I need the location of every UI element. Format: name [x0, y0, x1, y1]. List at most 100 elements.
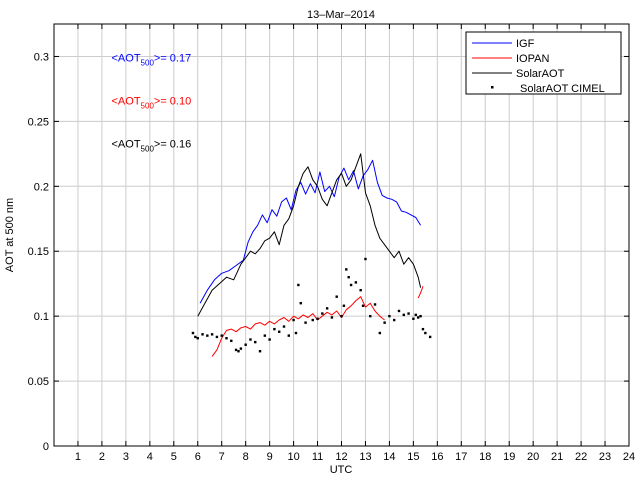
series-point-solaraot-cimel	[342, 304, 346, 307]
legend: IGF IOPAN SolarAOT SolarAOT CIMEL	[465, 31, 622, 95]
legend-box	[465, 31, 622, 95]
x-tick-label: 7	[219, 451, 225, 463]
series-point-solaraot-cimel	[244, 343, 247, 346]
series-point-solaraot-cimel	[364, 257, 367, 261]
y-tick-label: 0.2	[34, 181, 49, 193]
series-point-solaraot-cimel	[304, 321, 307, 324]
series-point-solaraot-cimel	[292, 318, 295, 322]
annotation-part: >= 0.10	[154, 96, 191, 108]
series-point-solaraot-cimel	[419, 314, 422, 318]
aot-mean-annotation: <AOT500>= 0.17	[112, 53, 192, 68]
series-point-solaraot-cimel	[416, 316, 420, 319]
series-point-solaraot-cimel	[330, 316, 334, 319]
series-point-solaraot-cimel	[237, 350, 240, 353]
x-tick-label: 2	[99, 451, 105, 463]
x-tick-label: 21	[551, 451, 563, 463]
x-tick-label: 6	[195, 451, 201, 463]
series-point-solaraot-cimel	[378, 331, 382, 335]
x-tick-label: 15	[407, 451, 419, 463]
legend-label-cimel: SolarAOT CIMEL	[520, 83, 605, 95]
series-point-solaraot-cimel	[412, 317, 415, 320]
series-point-solaraot-cimel	[201, 333, 204, 336]
series-point-solaraot-cimel	[407, 312, 410, 315]
legend-label-solaraot: SolarAOT	[516, 68, 565, 80]
annotations: <AOT500>= 0.17<AOT500>= 0.10<AOT500>= 0.…	[112, 53, 192, 154]
y-tick-label: 0	[43, 441, 49, 453]
series-layer	[191, 153, 432, 357]
series-point-solaraot-cimel	[220, 334, 223, 337]
x-tick-label: 12	[335, 451, 347, 463]
series-point-solaraot-cimel	[194, 335, 197, 339]
annotation-part: <AOT	[112, 138, 141, 150]
series-point-solaraot-cimel	[393, 318, 396, 322]
x-tick-label: 17	[455, 451, 467, 463]
annotation-part: 500	[141, 144, 155, 153]
x-tick-label: 10	[287, 451, 299, 463]
series-point-solaraot-cimel	[340, 314, 343, 318]
series-line-solaraot	[197, 153, 422, 317]
series-point-solaraot-cimel	[383, 321, 386, 324]
series-point-solaraot-cimel	[249, 338, 252, 341]
legend-label-iopan: IOPAN	[516, 53, 549, 65]
x-tick-label: 23	[599, 451, 611, 463]
series-point-solaraot-cimel	[373, 303, 377, 306]
x-tick-label: 20	[527, 451, 539, 463]
x-tick-label: 8	[243, 451, 249, 463]
series-point-solaraot-cimel	[294, 331, 298, 335]
series-point-solaraot-cimel	[297, 283, 300, 287]
series-point-solaraot-cimel	[299, 301, 302, 305]
grid	[54, 24, 630, 447]
series-point-solaraot-cimel	[230, 339, 233, 343]
series-point-solaraot-cimel	[191, 331, 195, 335]
series-point-solaraot-cimel	[414, 313, 417, 317]
series-point-solaraot-cimel	[210, 333, 214, 336]
y-axis-label: AOT at 500 nm	[4, 198, 16, 272]
y-tick-label: 0.1	[34, 311, 49, 323]
x-tick-label: 14	[383, 451, 395, 463]
series-point-solaraot-cimel	[349, 283, 353, 287]
series-point-solaraot-cimel	[206, 334, 209, 337]
series-point-solaraot-cimel	[311, 318, 314, 322]
series-point-solaraot-cimel	[254, 340, 257, 344]
x-tick-label: 11	[312, 451, 323, 463]
x-tick-label: 4	[147, 451, 153, 463]
aot-mean-annotation: <AOT500>= 0.16	[112, 138, 192, 153]
series-point-solaraot-cimel	[225, 337, 228, 340]
series-point-solaraot-cimel	[282, 325, 286, 328]
annotation-part: <AOT	[112, 96, 141, 108]
series-point-solaraot-cimel	[424, 331, 427, 335]
series-point-solaraot-cimel	[402, 313, 405, 317]
series-point-solaraot-cimel	[354, 281, 358, 284]
annotation-part: 500	[141, 102, 155, 111]
legend-swatch-cimel	[491, 86, 494, 89]
x-tick-label: 5	[171, 451, 177, 463]
ticks: 1 2 3 4 5 6 7 8 9 10 11 12 13 14 15 16 17 18 19 20 21 22 23 240…	[28, 24, 635, 463]
annotation-part: >= 0.16	[154, 138, 191, 150]
x-tick-label: 9	[267, 451, 273, 463]
series-point-solaraot-cimel	[361, 304, 365, 307]
x-tick-label: 16	[431, 451, 443, 463]
series-line-igf	[199, 159, 422, 304]
series-point-solaraot-cimel	[359, 288, 362, 292]
x-axis-label: UTC	[330, 464, 353, 476]
series-point-solaraot-cimel	[273, 327, 276, 331]
y-tick-label: 0.3	[34, 51, 49, 63]
series-line-iopan	[417, 286, 424, 299]
series-point-solaraot-cimel	[428, 335, 432, 339]
series-point-solaraot-cimel	[388, 314, 391, 318]
y-tick-label: 0.05	[28, 376, 49, 388]
series-point-solaraot-cimel	[397, 309, 401, 313]
series-point-solaraot-cimel	[196, 337, 199, 340]
series-point-solaraot-cimel	[278, 330, 281, 333]
chart-title: 13–Mar–2014	[307, 9, 375, 21]
series-point-solaraot-cimel	[234, 348, 238, 352]
y-tick-label: 0.25	[28, 116, 49, 128]
series-point-solaraot-cimel	[287, 334, 290, 337]
series-point-solaraot-cimel	[335, 295, 338, 298]
series-point-solaraot-cimel	[263, 334, 267, 337]
series-point-solaraot-cimel	[347, 276, 350, 279]
annotation-part: >= 0.17	[154, 53, 191, 65]
series-point-solaraot-cimel	[369, 314, 372, 318]
y-tick-label: 0.15	[28, 246, 49, 258]
